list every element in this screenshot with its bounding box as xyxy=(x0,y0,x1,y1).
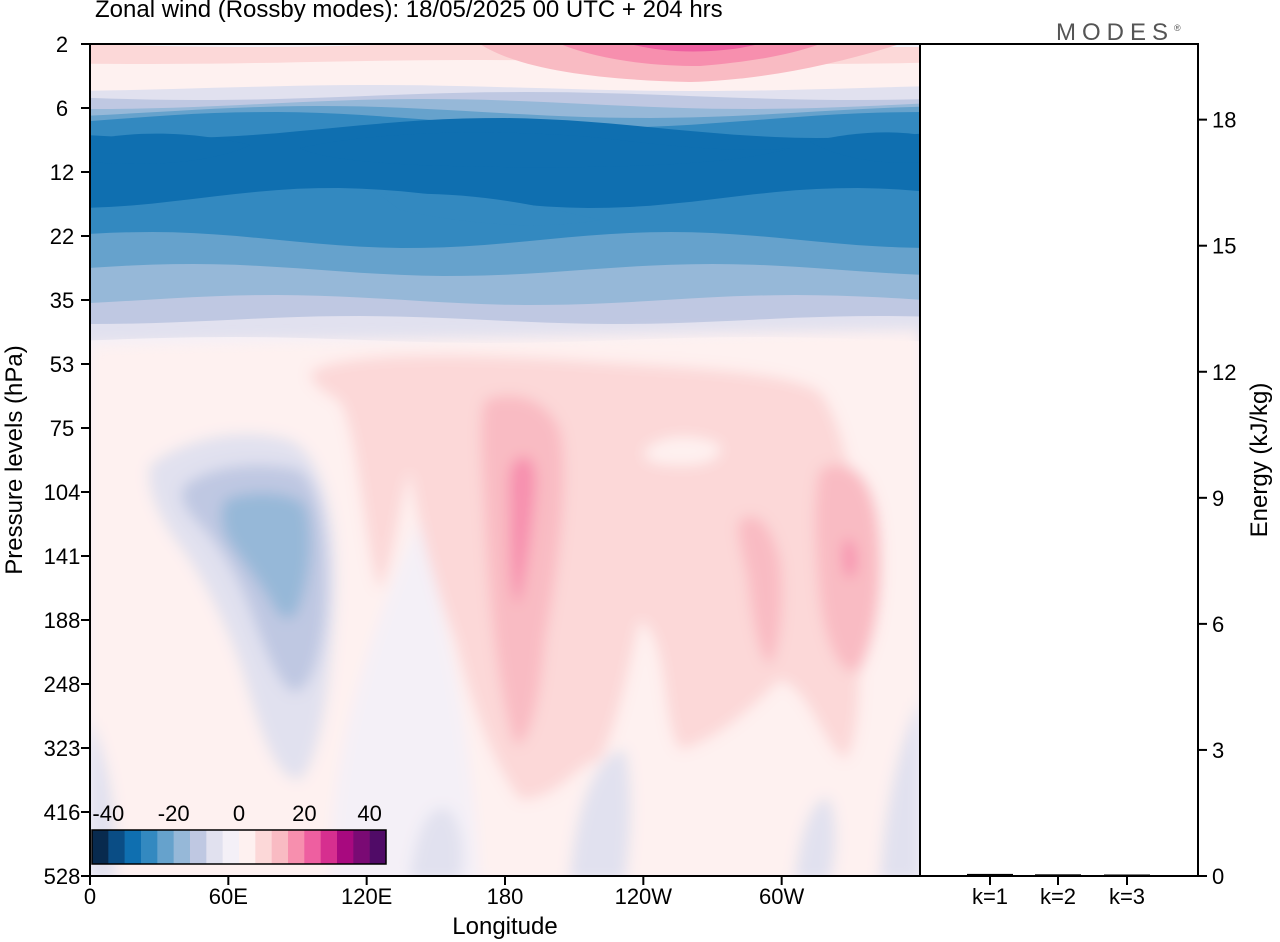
energy-bars: 0 3 6 9 12 15 18 k=1 k=2 k=3 xyxy=(967,108,1236,909)
y-tick-label: 416 xyxy=(44,800,81,825)
y-tick-label: 75 xyxy=(50,416,74,441)
modes-logo: MODES® xyxy=(1056,19,1181,47)
blob-pale-west xyxy=(100,537,208,790)
energy-tick-label: 6 xyxy=(1212,612,1224,637)
colorbar-swatch xyxy=(173,830,191,864)
colorbar-swatch xyxy=(141,830,158,864)
energy-tick-label: 0 xyxy=(1212,864,1224,889)
colorbar-label: -40 xyxy=(92,801,124,826)
logo-text: MODES xyxy=(1056,19,1175,46)
y-tick-label: 35 xyxy=(50,288,74,313)
blob-pale-hole xyxy=(644,436,721,466)
energy-axis-label: Energy (kJ/kg) xyxy=(1246,383,1273,538)
wind-field xyxy=(90,44,920,876)
colorbar-swatch xyxy=(255,830,272,864)
colorbar-label: 40 xyxy=(357,801,381,826)
colorbar-label: -20 xyxy=(158,801,190,826)
y-axis-label: Pressure levels (hPa) xyxy=(1,345,28,574)
energy-panel-frame xyxy=(919,43,1199,877)
stratosphere-bands xyxy=(90,44,920,343)
colorbar-swatch xyxy=(222,830,240,864)
colorbar-swatch xyxy=(239,830,256,864)
blue-core-3 xyxy=(810,132,920,163)
x-tick-label: 60E xyxy=(209,884,248,909)
longitude-axis: 0 60E 120E 180 120W 60W xyxy=(84,876,805,909)
x-axis-label: Longitude xyxy=(452,913,557,940)
colorbar-swatch xyxy=(337,830,354,864)
blue-core-4 xyxy=(380,193,600,226)
chart-title: Zonal wind (Rossby modes): 18/05/2025 00… xyxy=(95,0,723,23)
energy-category-label: k=1 xyxy=(972,884,1008,909)
blob-blue-3 xyxy=(221,493,311,619)
energy-tick-label: 12 xyxy=(1212,360,1236,385)
colorbar-swatch xyxy=(190,830,207,864)
energy-tick-label: 15 xyxy=(1212,234,1236,259)
colorbar-label: 20 xyxy=(292,801,316,826)
colorbar-label: 0 xyxy=(233,801,245,826)
colorbar-swatch xyxy=(206,830,223,864)
y-tick-label: 323 xyxy=(44,736,81,761)
energy-tick-label: 18 xyxy=(1212,108,1236,133)
blob-pink-2b xyxy=(738,464,881,672)
x-tick-label: 180 xyxy=(487,884,524,909)
colorbar-swatch xyxy=(369,830,387,864)
energy-bar xyxy=(1035,874,1081,876)
y-tick-label: 6 xyxy=(56,96,68,121)
colorbar-swatch xyxy=(304,830,321,864)
colorbar-swatch xyxy=(320,830,338,864)
y-tick-label: 53 xyxy=(50,352,74,377)
blue-core-2 xyxy=(300,132,790,168)
troposphere-blobs xyxy=(90,330,920,876)
logo-mark: ® xyxy=(1174,23,1181,33)
y-tick-label: 22 xyxy=(50,224,74,249)
blue-core-1 xyxy=(90,133,250,165)
colorbar-swatch xyxy=(353,830,370,864)
colorbar-swatch xyxy=(92,830,109,864)
energy-bar xyxy=(1104,874,1150,876)
colorbar-swatch xyxy=(288,830,305,864)
x-tick-label: 0 xyxy=(84,884,96,909)
blob-lavender-under xyxy=(330,520,480,876)
colorbar: -40 -20 0 20 40 xyxy=(91,801,387,865)
energy-category-label: k=3 xyxy=(1109,884,1145,909)
colorbar-swatch xyxy=(157,830,174,864)
y-tick-label: 248 xyxy=(44,672,81,697)
colorbar-swatch xyxy=(271,830,289,864)
colorbar-swatch xyxy=(124,830,142,864)
energy-category-label: k=2 xyxy=(1040,884,1076,909)
y-tick-label: 528 xyxy=(44,864,81,889)
y-tick-label: 12 xyxy=(50,160,74,185)
colorbar-frame xyxy=(91,829,387,865)
y-tick-label: 2 xyxy=(56,32,68,57)
jet-pink-3 xyxy=(630,44,760,52)
y-tick-label: 141 xyxy=(44,544,81,569)
pressure-axis: 2 6 12 22 35 53 75 104 141 188 248 323 416 528 xyxy=(44,32,90,889)
colorbar-swatch xyxy=(108,830,125,864)
energy-bar xyxy=(967,873,1013,876)
y-tick-label: 188 xyxy=(44,608,81,633)
energy-tick-label: 9 xyxy=(1212,486,1224,511)
blob-pink-1 xyxy=(310,355,860,800)
energy-tick-label: 3 xyxy=(1212,738,1224,763)
x-tick-label: 60W xyxy=(759,884,804,909)
jet-pink-2 xyxy=(560,44,820,66)
x-tick-label: 120W xyxy=(615,884,673,909)
x-tick-label: 120E xyxy=(341,884,392,909)
y-tick-label: 104 xyxy=(44,480,81,505)
